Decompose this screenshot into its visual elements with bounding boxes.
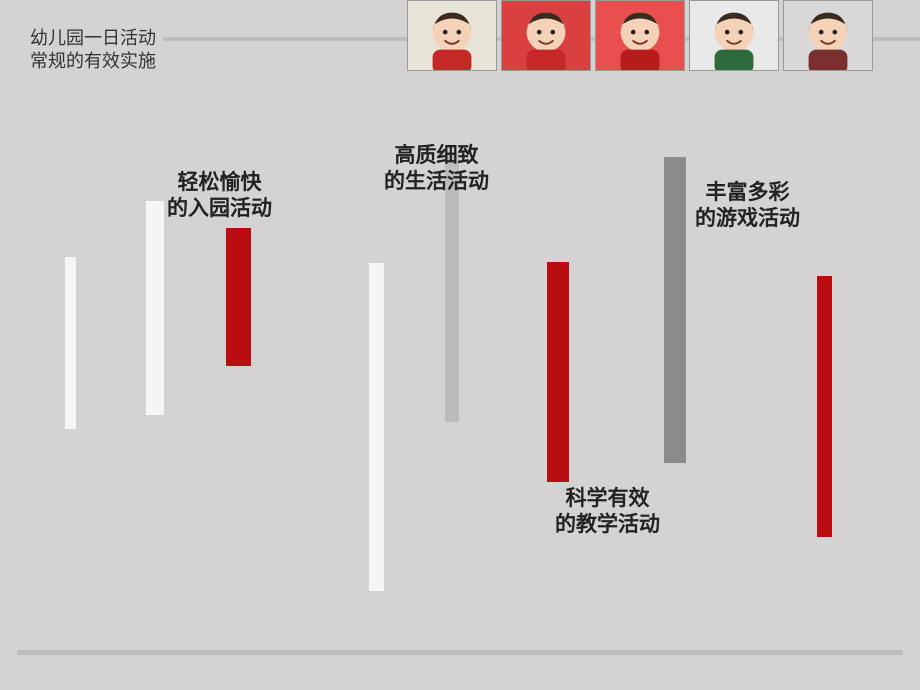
- header-photo-4: [689, 0, 779, 71]
- bar-label-2: 高质细致的生活活动: [384, 143, 489, 196]
- bar-label-1: 轻松愉快的入园活动: [167, 170, 272, 223]
- child-photo-icon: [596, 1, 684, 70]
- vertical-bar-3: [226, 228, 251, 366]
- vertical-bar-4: [369, 263, 384, 591]
- label-line2: 的入园活动: [167, 196, 272, 222]
- slide-title-line2: 常规的有效实施: [30, 50, 156, 73]
- slide-title-line1: 幼儿园一日活动: [30, 27, 156, 50]
- bar-label-3: 科学有效的教学活动: [555, 486, 660, 539]
- header-photo-2: [501, 0, 591, 71]
- label-line2: 的教学活动: [555, 512, 660, 538]
- label-line2: 的游戏活动: [695, 206, 800, 232]
- header-photo-3: [595, 0, 685, 71]
- vertical-bar-7: [664, 157, 686, 463]
- slide-canvas: 幼儿园一日活动 常规的有效实施 轻松愉快的入园活动 高质细致的生活活动科学有效的教…: [0, 0, 920, 690]
- label-line2: 的生活活动: [384, 169, 489, 195]
- child-photo-icon: [502, 1, 590, 70]
- bar-label-4: 丰富多彩的游戏活动: [695, 180, 800, 233]
- child-photo-icon: [408, 1, 496, 70]
- label-line1: 丰富多彩: [695, 180, 800, 206]
- vertical-bar-6: [547, 262, 569, 482]
- label-line1: 轻松愉快: [167, 170, 272, 196]
- child-photo-icon: [784, 1, 872, 70]
- vertical-bar-1: [65, 257, 76, 429]
- footer-divider: [17, 650, 903, 655]
- label-line1: 高质细致: [384, 143, 489, 169]
- vertical-bar-2: [146, 201, 164, 415]
- header-photo-1: [407, 0, 497, 71]
- slide-title: 幼儿园一日活动 常规的有效实施: [30, 27, 156, 74]
- header-photo-5: [783, 0, 873, 71]
- vertical-bar-8: [817, 276, 832, 537]
- label-line1: 科学有效: [555, 486, 660, 512]
- child-photo-icon: [690, 1, 778, 70]
